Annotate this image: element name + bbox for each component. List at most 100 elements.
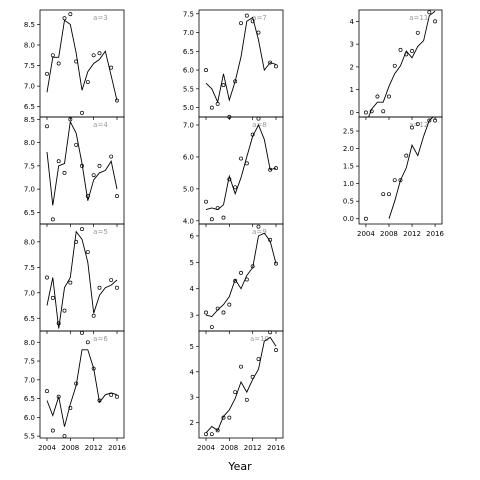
data-point [204, 310, 208, 315]
y-tick-label: 5.0 [183, 185, 194, 193]
y-tick-label: 4 [190, 285, 195, 293]
panel-a-6: a=6 5.5 6.0 6.5 7.0 7.5 8.0 2004 2008 2012 2016 [24, 330, 126, 452]
y-tick-label: 3 [350, 41, 354, 49]
y-tick-label: 4.0 [183, 217, 194, 225]
data-point [221, 415, 226, 420]
data-point [91, 173, 96, 178]
data-point [256, 30, 261, 35]
panel-frame [358, 116, 443, 225]
data-point [274, 64, 278, 69]
data-point [209, 217, 214, 222]
y-tick-label: 6.0 [183, 153, 194, 161]
data-point [50, 53, 55, 58]
data-point [244, 161, 249, 166]
x-tick-label: 2016 [267, 444, 285, 452]
data-point [80, 163, 84, 168]
data-point [381, 192, 386, 197]
panel-a-8: a=8 4.0 5.0 6.0 7.0 [183, 116, 284, 227]
y-tick-label: 6.5 [183, 48, 194, 56]
series-line [205, 232, 277, 318]
series-line [388, 117, 434, 219]
y-tick-label: 8.5 [24, 21, 35, 29]
x-tick-label: 2012 [244, 444, 262, 452]
data-point [209, 432, 214, 437]
series-line [205, 16, 277, 104]
data-point [45, 389, 49, 394]
y-tick-label: 7.5 [24, 62, 35, 70]
data-point [91, 313, 96, 318]
y-tick-label: 2.0 [343, 145, 354, 153]
series-line [46, 349, 118, 427]
x-tick-label: 2004 [197, 444, 215, 452]
data-point [68, 12, 73, 17]
panels-group: a=36.57.07.58.08.5a=75.05.56.06.57.07.5 a… [24, 9, 445, 452]
data-point [115, 394, 119, 399]
y-tick-label: 8.0 [24, 238, 35, 246]
panel-label: a=11 [409, 14, 428, 22]
data-point [68, 280, 73, 285]
data-point [204, 432, 208, 437]
data-point [109, 278, 114, 282]
data-point [404, 52, 409, 57]
data-point [244, 277, 249, 282]
data-point [233, 185, 238, 190]
data-point [68, 406, 73, 410]
data-point [97, 51, 102, 56]
panel-a-5: a=5 6.5 7.0 7.5 8.0 [24, 223, 125, 334]
y-tick-label: 5 [190, 343, 194, 351]
data-point [410, 49, 414, 53]
data-point [91, 53, 96, 58]
x-tick-label: 2016 [108, 444, 126, 452]
data-point [215, 101, 220, 106]
data-point [115, 98, 119, 103]
series-line [205, 336, 277, 434]
data-point [74, 381, 79, 386]
data-point [221, 83, 226, 88]
data-point [109, 154, 114, 159]
y-tick-label: 1.0 [343, 180, 354, 188]
data-point [215, 206, 220, 210]
data-point [250, 264, 255, 269]
x-tick-label: 2008 [61, 444, 79, 452]
y-tick-label: 2 [350, 63, 354, 71]
y-tick-label: 7.0 [24, 186, 35, 194]
y-tick-label: 7.0 [24, 289, 35, 297]
y-tick-label: 6.5 [24, 209, 35, 217]
data-point [45, 71, 49, 76]
y-tick-label: 7.0 [183, 121, 194, 129]
data-point [215, 428, 220, 433]
data-point [250, 374, 255, 379]
data-point [62, 434, 67, 439]
x-tick-label: 2008 [220, 444, 238, 452]
data-point [268, 237, 273, 242]
x-tick-label: 2004 [38, 444, 56, 452]
y-tick-label: 7.0 [24, 376, 35, 384]
data-point [56, 159, 61, 164]
data-point [80, 227, 84, 232]
y-tick-label: 0.5 [343, 198, 354, 206]
panel-frame [39, 116, 125, 225]
data-point [433, 19, 438, 24]
data-point [45, 124, 49, 129]
data-point [50, 217, 55, 222]
data-point [392, 63, 397, 68]
data-point [80, 330, 84, 335]
y-tick-label: 7.5 [183, 10, 194, 18]
data-point [363, 216, 368, 221]
panel-a-3: a=3 6.5 7.0 7.5 8.0 8.5 [24, 9, 125, 120]
data-point [415, 122, 420, 126]
series-line [46, 230, 118, 329]
data-point [62, 16, 67, 21]
y-tick-label: 5.5 [24, 433, 35, 441]
data-point [233, 79, 238, 84]
data-point [204, 68, 208, 73]
data-point [369, 109, 374, 114]
y-tick-label: 4 [350, 18, 355, 26]
panel-a-4: a=4 6.5 7.0 7.5 8.0 8.5 [24, 116, 125, 227]
y-tick-label: 5 [190, 259, 194, 267]
data-point [427, 10, 432, 15]
data-point [62, 308, 67, 313]
y-tick-label: 8.0 [24, 41, 35, 49]
